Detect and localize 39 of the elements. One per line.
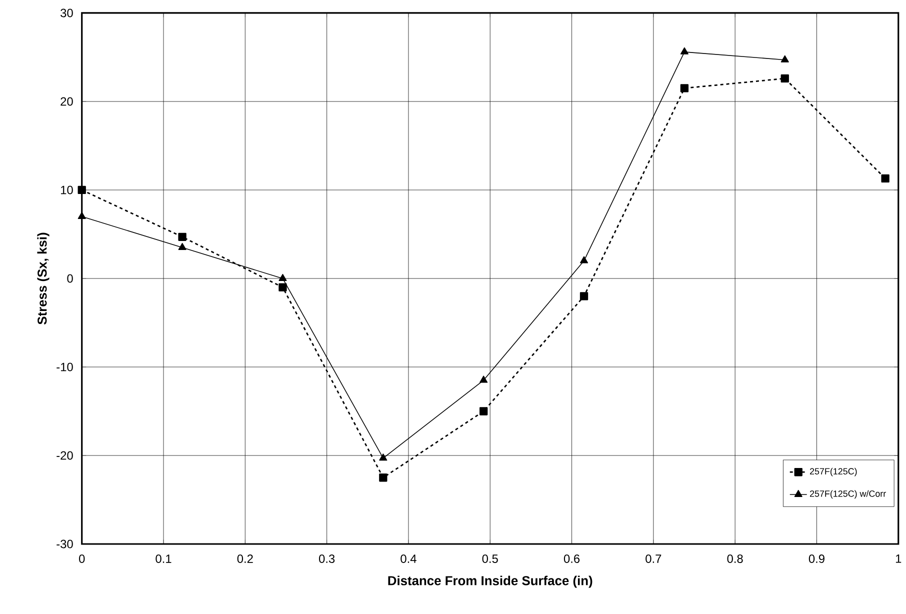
- x-tick-label: 0.1: [156, 554, 172, 564]
- point: [580, 256, 588, 264]
- y-axis-title: Stress (Sx, ksi): [37, 232, 50, 325]
- point: [178, 232, 186, 242]
- x-tick-label: 0.4: [400, 554, 416, 564]
- point: [680, 47, 688, 54]
- x-tick-label: 0.5: [482, 554, 498, 564]
- point: [178, 243, 186, 250]
- y-tick-label: 20: [60, 97, 73, 106]
- x-tick-label: 0.7: [646, 554, 662, 564]
- x-tick-label: 0.6: [564, 554, 580, 564]
- x-tick-label: 0.8: [727, 554, 743, 564]
- y-tick-label: 0: [67, 274, 73, 283]
- y-tick-label: -20: [56, 451, 73, 460]
- point: [278, 274, 287, 282]
- point: [78, 186, 86, 194]
- point: [78, 212, 86, 220]
- point: [480, 407, 488, 416]
- x-axis-title: Distance From Inside Surface (in): [388, 576, 592, 588]
- x-tick-label: 0.2: [237, 554, 253, 564]
- point: [680, 84, 689, 92]
- x-tick-label: 1: [896, 554, 902, 563]
- x-tick-label: 0.9: [808, 554, 824, 564]
- legend-label: 257F(125C) w/Corr: [810, 490, 886, 499]
- point: [480, 376, 488, 383]
- point: [780, 55, 789, 62]
- point: [379, 474, 388, 482]
- y-tick-label: 30: [60, 8, 73, 18]
- y-tick-label: -10: [56, 362, 73, 372]
- x-tick-label: 0: [79, 554, 85, 564]
- point: [580, 292, 588, 300]
- y-tick-label: 10: [60, 186, 73, 194]
- x-tick-label: 0.3: [318, 554, 335, 564]
- point: [780, 74, 789, 83]
- point: [881, 174, 890, 183]
- point: [379, 454, 388, 461]
- point: [278, 283, 287, 292]
- legend-label: 257F(125C): [810, 468, 857, 476]
- y-tick-label: -30: [56, 540, 73, 548]
